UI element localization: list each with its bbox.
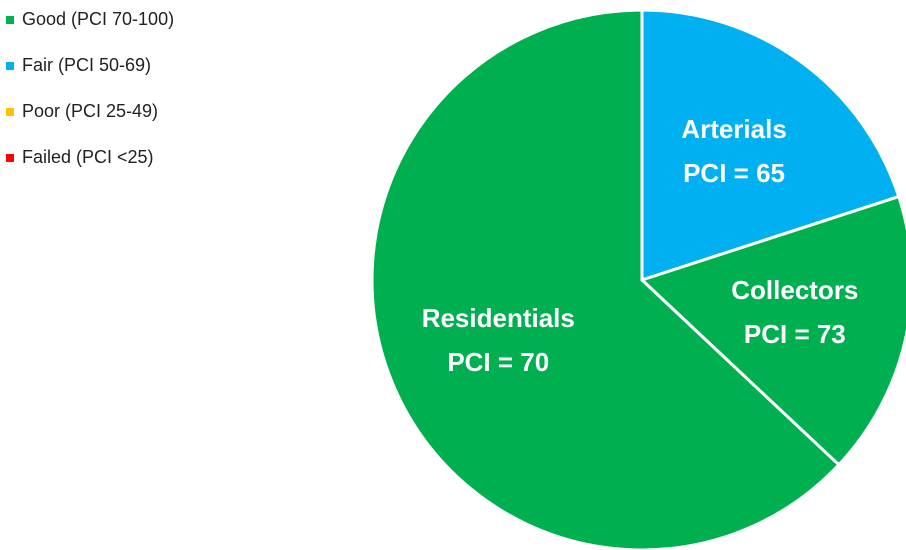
legend-swatch — [6, 108, 14, 116]
slice-label: PCI = 70 — [447, 347, 549, 377]
pie-slice — [639, 194, 906, 467]
legend-swatch — [6, 16, 14, 24]
slice-label: PCI = 73 — [744, 319, 846, 349]
slice-name: Collectors — [731, 275, 858, 305]
slice-name: Residentials — [422, 303, 575, 333]
legend-label: Poor (PCI 25-49) — [22, 101, 158, 121]
legend-swatch — [6, 62, 14, 70]
legend-label: Failed (PCI <25) — [22, 147, 154, 167]
pie-slice — [640, 8, 901, 283]
pie-slice — [370, 8, 841, 550]
legend-swatch — [6, 154, 14, 162]
slice-label: PCI = 65 — [683, 158, 785, 188]
legend-label: Fair (PCI 50-69) — [22, 55, 151, 75]
legend-label: Good (PCI 70-100) — [22, 9, 174, 29]
slice-name: Arterials — [681, 114, 787, 144]
